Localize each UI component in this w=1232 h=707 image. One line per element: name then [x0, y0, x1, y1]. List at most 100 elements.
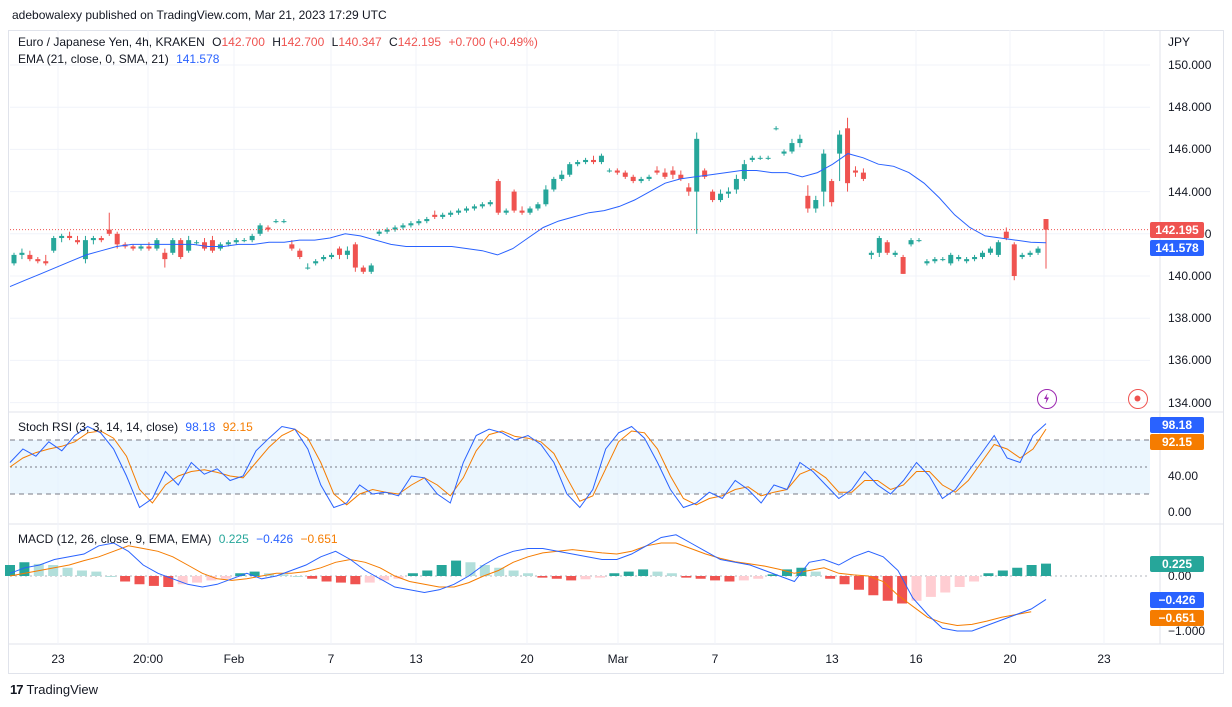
candle-body	[813, 200, 819, 209]
candle-body	[956, 257, 962, 260]
macd-histogram-bar	[350, 576, 361, 585]
macd-histogram-bar	[666, 573, 677, 576]
macd-histogram-bar	[753, 576, 764, 579]
macd-histogram-bar	[220, 576, 231, 579]
candle-body	[463, 208, 469, 211]
candle-body	[678, 174, 684, 179]
candle-body	[202, 242, 208, 249]
candle-body	[1043, 219, 1049, 230]
candle-body	[876, 238, 882, 253]
lightning-icon[interactable]	[1037, 389, 1057, 409]
candle-body	[392, 227, 398, 230]
candle-body	[138, 246, 144, 249]
macd-histogram-bar	[580, 576, 591, 580]
candle-body	[924, 261, 930, 264]
macd-histogram-bar	[609, 573, 620, 576]
candle-body	[797, 138, 803, 144]
candle-body	[852, 170, 858, 173]
macd-histogram-bar	[422, 570, 433, 576]
close-prefix: C	[389, 35, 398, 49]
macd-line-value: −0.426	[256, 532, 294, 546]
candle-body	[186, 240, 192, 251]
candle-body	[718, 193, 724, 201]
candle-body	[336, 248, 342, 255]
tradingview-logo-icon[interactable]: 17	[10, 682, 24, 697]
macd-histogram-bar	[523, 573, 533, 576]
candle-body	[35, 259, 41, 262]
candle-body	[900, 257, 906, 274]
candle-body	[67, 235, 73, 239]
macd-histogram-bar	[738, 576, 749, 581]
candle-body	[860, 172, 866, 179]
candle-body	[1019, 254, 1025, 258]
macd-histogram-bar	[206, 576, 217, 581]
candle-body	[59, 235, 65, 239]
candle-body	[82, 240, 88, 260]
candle-body	[805, 195, 811, 209]
price-tick-label: 140.000	[1168, 269, 1212, 283]
macd-histogram-bar	[925, 576, 936, 597]
close-value: 142.195	[397, 35, 442, 49]
candle-body	[702, 170, 708, 177]
macd-hist-badge: 0.225	[1150, 556, 1204, 572]
candle-body	[360, 267, 366, 272]
candle-body	[829, 181, 835, 203]
candle-body	[313, 261, 319, 264]
macd-histogram-bar	[1026, 565, 1037, 576]
macd-histogram-bar	[825, 576, 836, 579]
ema-price-badge: 141.578	[1150, 240, 1204, 256]
time-tick-label: 7	[711, 652, 719, 666]
currency-label: JPY	[1168, 35, 1191, 49]
macd-histogram-bar	[782, 569, 792, 576]
macd-histogram-bar	[638, 569, 649, 576]
candle-body	[233, 240, 239, 243]
candle-body	[400, 225, 406, 228]
macd-histogram-bar	[868, 576, 879, 596]
change-value: +0.700 (+0.49%)	[448, 35, 538, 49]
candle-body	[471, 206, 477, 209]
macd-histogram-bar	[767, 574, 778, 576]
high-prefix: H	[272, 35, 281, 49]
candle-body	[1003, 231, 1009, 239]
chart-frame[interactable]	[8, 30, 1224, 674]
macd-histogram-bar	[810, 571, 821, 576]
candle-body	[614, 170, 620, 173]
record-icon[interactable]	[1128, 389, 1148, 409]
macd-histogram-bar	[882, 576, 893, 601]
stoch-k-value: 98.18	[185, 420, 216, 434]
macd-histogram-bar	[853, 576, 864, 590]
candle-body	[845, 128, 851, 184]
macd-histogram-bar	[48, 565, 59, 576]
macd-histogram-bar	[163, 576, 174, 587]
candle-body	[519, 210, 525, 213]
candle-body	[146, 246, 152, 249]
time-tick-label: 20	[520, 652, 534, 666]
macd-histogram-bar	[436, 565, 447, 576]
candle-body	[686, 187, 692, 192]
macd-histogram-bar	[335, 576, 346, 583]
macd-histogram-bar	[307, 576, 318, 579]
macd-histogram-bar	[537, 576, 548, 578]
candle-body	[297, 250, 303, 258]
candle-body	[821, 153, 827, 192]
macd-histogram-bar	[407, 573, 418, 576]
macd-histogram-bar	[551, 576, 562, 579]
low-prefix: L	[331, 35, 339, 49]
macd-histogram-bar	[566, 576, 577, 581]
price-tick-label: 146.000	[1168, 142, 1212, 157]
candle-body	[344, 250, 350, 255]
ema-line	[9, 153, 1047, 288]
candle-body	[479, 204, 485, 207]
candle-body	[964, 259, 970, 262]
candle-body	[583, 159, 589, 163]
footer: 17 TradingView	[10, 682, 98, 697]
macd-histogram-bar	[91, 571, 102, 576]
candle-body	[495, 181, 501, 213]
stoch-d-badge: 92.15	[1150, 434, 1204, 450]
candle-body	[178, 240, 184, 258]
macd-histogram-bar	[1012, 567, 1023, 576]
macd-signal-line	[9, 542, 1032, 627]
macd-histogram-bar	[465, 562, 476, 576]
time-tick-label: 13	[409, 652, 423, 666]
